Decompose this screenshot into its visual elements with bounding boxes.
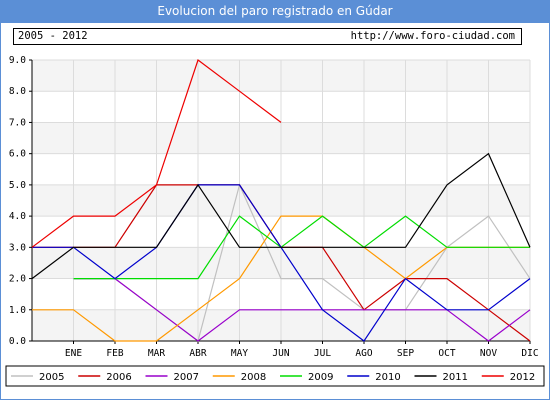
x-tick-label: AGO bbox=[355, 348, 372, 359]
series-line-2012 bbox=[31, 59, 282, 248]
legend-label-2011: 2011 bbox=[443, 372, 468, 383]
legend-label-2005: 2005 bbox=[39, 372, 64, 383]
x-tick-label: JUL bbox=[314, 348, 331, 359]
y-tick-label: 7.0 bbox=[9, 117, 26, 128]
period-label: 2005 - 2012 bbox=[18, 30, 88, 42]
y-tick-label: 2.0 bbox=[9, 274, 26, 285]
legend-label-2008: 2008 bbox=[241, 372, 266, 383]
y-tick-label: 1.0 bbox=[9, 305, 26, 316]
x-tick-label: OCT bbox=[438, 348, 455, 359]
source-url: http://www.foro-ciudad.com bbox=[350, 30, 515, 42]
x-tick-label: ENE bbox=[65, 348, 82, 359]
x-tick-label: JUN bbox=[272, 348, 289, 359]
y-tick-label: 3.0 bbox=[9, 242, 26, 253]
legend-label-2009: 2009 bbox=[308, 372, 333, 383]
legend-label-2007: 2007 bbox=[174, 372, 199, 383]
x-tick-label: ABR bbox=[189, 348, 206, 359]
y-tick-label: 6.0 bbox=[9, 149, 26, 160]
y-tick-label: 8.0 bbox=[9, 86, 26, 97]
series-line-2007 bbox=[73, 278, 531, 342]
y-tick-label: 9.0 bbox=[9, 55, 26, 66]
legend-label-2006: 2006 bbox=[106, 372, 131, 383]
x-tick-label: DIC bbox=[521, 348, 538, 359]
y-tick-label: 5.0 bbox=[9, 180, 26, 191]
legend-label-2012: 2012 bbox=[510, 372, 535, 383]
x-tick-label: MAY bbox=[231, 348, 248, 359]
x-tick-label: FEB bbox=[106, 348, 123, 359]
y-tick-label: 0.0 bbox=[9, 336, 26, 347]
chart-title: Evolucion del paro registrado en Gúdar bbox=[0, 0, 550, 22]
y-tick-label: 4.0 bbox=[9, 211, 26, 222]
info-box: 2005 - 2012 http://www.foro-ciudad.com bbox=[13, 28, 522, 45]
series-line-2009 bbox=[73, 215, 530, 280]
series-line-2011 bbox=[31, 152, 531, 280]
x-tick-label: MAR bbox=[148, 348, 165, 359]
x-tick-label: NOV bbox=[480, 348, 497, 359]
legend-label-2010: 2010 bbox=[375, 372, 400, 383]
legend-box bbox=[5, 365, 545, 387]
x-tick-label: SEP bbox=[397, 348, 414, 359]
